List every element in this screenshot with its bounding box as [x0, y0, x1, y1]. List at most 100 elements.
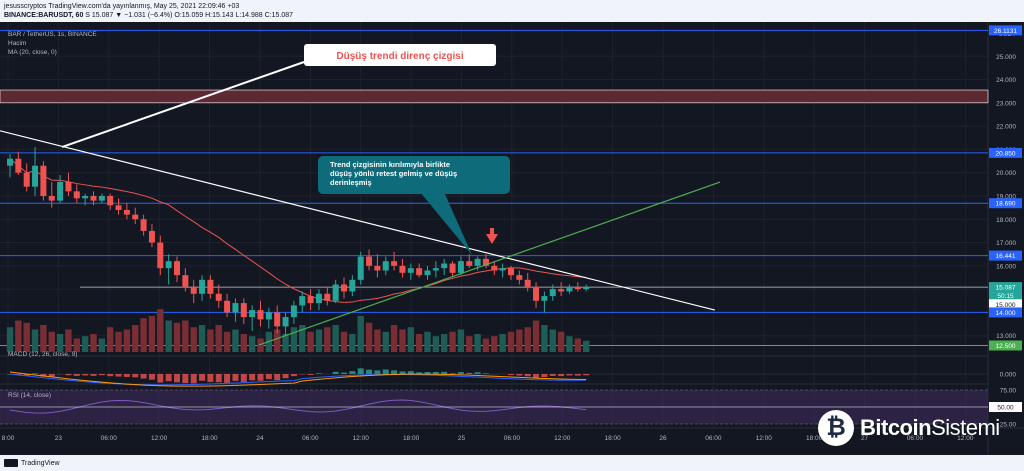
volume-bar [215, 325, 222, 352]
macd-histogram-bar [65, 374, 72, 376]
quote-values: S 15.087 ▼ −1.031 (−6.4%) O:15.059 H:15.… [85, 12, 294, 19]
candle-body [57, 182, 64, 201]
time-tick-label: 12:00 [957, 435, 974, 442]
macd-histogram-bar [332, 371, 339, 374]
candle-body [182, 275, 189, 287]
chart-canvas[interactable]: 8:00 23 06:00 12:00 18:00 24 06:00 12:00 18:00 25… [0, 22, 1024, 455]
callout-text-retest-line: düşüş yönlü retest gelmiş ve düşüş [330, 169, 457, 178]
volume-bar [374, 329, 381, 352]
candle-body [274, 312, 281, 327]
candle-body [449, 263, 456, 273]
volume-bar [432, 336, 440, 352]
candle-body [115, 205, 122, 210]
macd-histogram-bar [249, 374, 256, 381]
header-bar: jesusscryptos TradingView.com'da yayınla… [0, 0, 1024, 22]
macd-histogram-bar [549, 374, 556, 376]
candle-body [574, 286, 581, 290]
candle-body [23, 172, 30, 187]
watermark-brand: ₿ BitcoinSistemi [818, 410, 1000, 446]
candle-body [391, 261, 398, 266]
volume-bar [507, 331, 515, 352]
volume-bar [140, 318, 147, 352]
macd-histogram-bar [207, 374, 214, 382]
price-tag [989, 299, 1022, 310]
volume-bar [6, 327, 14, 352]
macd-histogram-bar [274, 374, 281, 381]
candle-body [324, 293, 331, 301]
macd-histogram-bar [307, 374, 314, 375]
candle-body [140, 219, 147, 231]
volume-bar [15, 320, 22, 352]
macd-histogram-bar [391, 370, 398, 374]
callout-pointer-line [61, 61, 305, 149]
time-tick-label: 8:00 [2, 435, 15, 442]
price-tag-label: 14.000 [996, 310, 1016, 317]
candle-body [541, 296, 548, 301]
macd-histogram-bar [441, 371, 448, 374]
volume-bar [56, 334, 64, 352]
macd-histogram-bar [15, 374, 22, 375]
volume-bar [557, 331, 565, 352]
volume-bar [123, 329, 131, 352]
candle-body [174, 261, 180, 276]
volume-bar [424, 331, 431, 352]
bitcoin-coin-icon: ₿ [818, 410, 854, 446]
volume-bar [532, 320, 540, 352]
volume-bar [457, 329, 465, 352]
volume-bar [566, 336, 573, 352]
candle-body [466, 261, 473, 266]
volume-bar [390, 325, 398, 352]
candle-body [199, 279, 206, 294]
tradingview-label: TradingView [21, 459, 60, 467]
candle-body [249, 310, 256, 318]
candle-body [341, 284, 347, 292]
macd-histogram-bar [416, 372, 423, 374]
macd-histogram-bar [399, 371, 406, 374]
macd-histogram-bar [215, 374, 222, 383]
price-tick-label: 20.000 [996, 170, 1016, 177]
legend-volume: Hacim [8, 40, 27, 47]
callout-pointer-retest [420, 192, 472, 255]
volume-bar [324, 327, 331, 352]
volume-bar [190, 327, 197, 352]
volume-bar [223, 331, 231, 352]
macd-histogram-bar [132, 374, 139, 378]
volume-bar [173, 322, 181, 352]
rsi-tick-label: 75.00 [1000, 388, 1017, 395]
time-tick-label: 18:00 [604, 435, 621, 442]
candle-body [332, 284, 339, 301]
symbol-quote: BINANCE:BARUSDT, 60 S 15.087 ▼ −1.031 (−… [4, 11, 293, 20]
macd-histogram-bar [357, 368, 364, 374]
price-tick-label: 16.000 [996, 263, 1016, 270]
resistance-trendline [0, 130, 715, 311]
candle-body [224, 300, 231, 313]
macd-histogram-bar [457, 372, 464, 374]
candle-body [90, 195, 97, 201]
macd-histogram-bar [90, 374, 97, 376]
callout-text-retest-line: Trend çizgisinin kırılımıyla birlikte [330, 160, 450, 169]
macd-histogram-bar [115, 374, 122, 377]
price-tag [989, 307, 1022, 318]
volume-bar [491, 336, 498, 352]
price-tag-label: 15.087 [996, 285, 1016, 292]
macd-histogram-bar [48, 374, 55, 377]
candle-body [299, 296, 306, 306]
symbol-label: BINANCE:BARUSDT, 60 [4, 12, 84, 19]
candle-body [474, 258, 481, 266]
volume-bar [232, 329, 239, 352]
candle-body [123, 209, 130, 215]
macd-line [9, 373, 587, 386]
candle-body [558, 289, 565, 292]
candle-body [290, 305, 297, 318]
legend-ma: MA (20, close, 0) [8, 49, 57, 56]
price-tag-label: 16.441 [996, 253, 1016, 260]
macd-histogram-bar [524, 374, 531, 377]
volume-bar [449, 331, 456, 352]
candle-body [382, 261, 389, 271]
macd-histogram-bar [82, 374, 89, 376]
time-tick-label: 06:00 [101, 435, 118, 442]
macd-histogram-bar [123, 374, 130, 377]
candle-body [307, 296, 314, 304]
candle-body [132, 214, 139, 220]
volume-bar [399, 329, 406, 352]
